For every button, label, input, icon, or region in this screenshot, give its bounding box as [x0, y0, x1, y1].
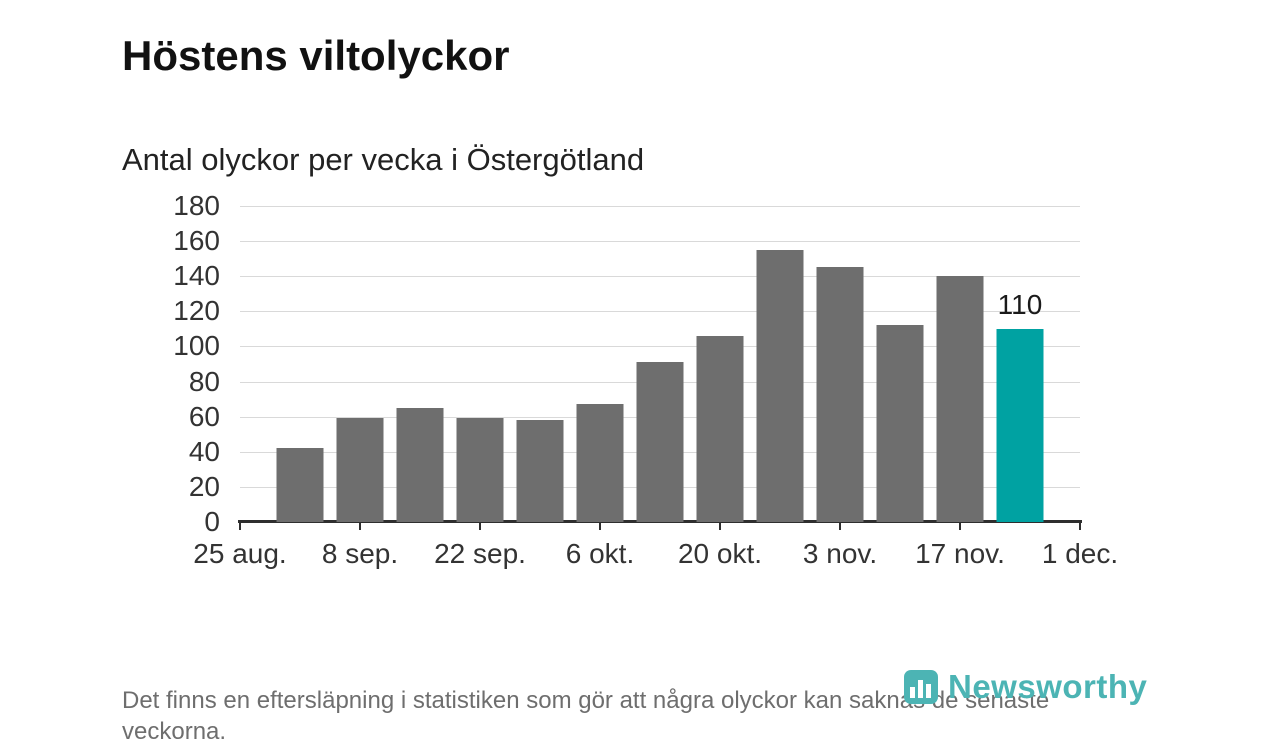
x-axis-tick [719, 522, 721, 530]
x-axis-tick [359, 522, 361, 530]
bar [876, 325, 924, 522]
x-axis-tick-label: 20 okt. [677, 538, 763, 569]
y-axis-tick-label: 180 [173, 190, 220, 221]
gridline [240, 206, 1080, 207]
chart-subtitle: Antal olyckor per vecka i Östergötland [122, 141, 645, 177]
y-axis-tick-label: 140 [173, 260, 220, 292]
bar-value-label: 110 [997, 288, 1043, 320]
bar [816, 267, 864, 522]
x-axis-tick-label: 8 sep. [321, 538, 399, 569]
gridline [240, 276, 1080, 278]
y-axis-tick-label: 60 [188, 400, 220, 432]
bar [396, 407, 444, 522]
x-axis-tick [479, 522, 481, 530]
x-axis-tick [239, 522, 241, 530]
y-axis-tick-label: 80 [188, 365, 220, 397]
bar [516, 420, 564, 522]
x-axis-tick [1079, 522, 1081, 530]
bar [336, 418, 384, 522]
bar [756, 249, 804, 522]
y-axis-tick-label: 0 [204, 506, 220, 537]
y-axis-tick-label: 100 [173, 330, 220, 362]
x-axis-tick [959, 522, 961, 530]
y-axis-tick-label: 20 [188, 470, 220, 502]
plot-area: 0 20 40 60 80 100 120 140 160 180 25 aug. 8 sep. 22 … [173, 190, 1118, 569]
gridline [240, 311, 1080, 313]
bar [276, 448, 324, 522]
x-axis-tick-label: 3 nov. [802, 538, 878, 569]
x-axis-tick-label: 6 okt. [565, 538, 635, 569]
x-axis-tick [599, 522, 601, 530]
chart-title: Höstens viltolyckor [122, 32, 510, 80]
gridline [240, 346, 1080, 348]
y-axis-tick-label: 160 [173, 225, 220, 257]
bar [636, 362, 684, 522]
bar [936, 276, 984, 522]
x-axis-tick-label: 17 nov. [915, 538, 1005, 569]
y-axis-tick-label: 40 [188, 435, 220, 467]
bar-chart-icon [903, 669, 939, 705]
bar [456, 418, 504, 522]
bar-highlighted [996, 328, 1044, 522]
x-axis-tick-label: 25 aug. [193, 538, 287, 569]
gridline [240, 241, 1080, 243]
x-axis-tick-label: 22 sep. [434, 538, 526, 569]
bar [576, 404, 624, 522]
bar [696, 335, 744, 522]
newsworthy-logo: Newsworthy [903, 668, 1147, 706]
x-axis-tick [839, 522, 841, 530]
y-axis-tick-label: 120 [173, 295, 220, 327]
x-axis-tick-label: 1 dec. [1041, 538, 1119, 569]
brand-name: Newsworthy [948, 668, 1148, 705]
